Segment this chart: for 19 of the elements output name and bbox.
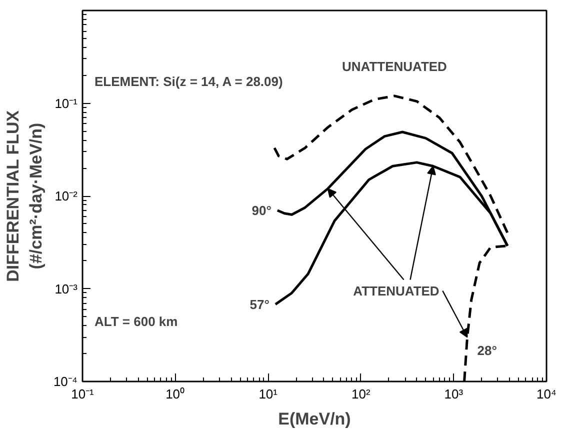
y-tick-label: 10⁻² <box>54 188 78 204</box>
x-axis-title: E(MeV/n) <box>278 410 351 428</box>
x-tick-label: 10¹ <box>258 386 278 402</box>
series-label: 90° <box>252 202 272 218</box>
y-tick-label: 10⁻³ <box>54 281 78 296</box>
x-tick-label: 10² <box>352 386 371 402</box>
y-tick-label: 10⁻⁴ <box>53 374 78 389</box>
annotation: ATTENUATED <box>353 283 440 298</box>
text: UNATTENUATED <box>342 58 447 74</box>
series-label: 28° <box>477 343 497 358</box>
y-axis-title: DIFFERENTIAL FLUX (#/cm²·day·MeV/n) <box>4 110 46 282</box>
y-tick-label: 10⁻¹ <box>54 96 78 111</box>
x-tick-label: 10⁰ <box>166 386 186 402</box>
x-tick-label: 10⁴ <box>536 386 557 402</box>
series-label: 57° <box>250 296 270 312</box>
annotation: ALT = 600 km <box>94 314 178 329</box>
annotation: ELEMENT: Si(z = 14, A = 28.09) <box>94 74 283 89</box>
x-tick-label: 10³ <box>444 386 464 402</box>
x-tick-label: 10⁻¹ <box>71 386 95 402</box>
